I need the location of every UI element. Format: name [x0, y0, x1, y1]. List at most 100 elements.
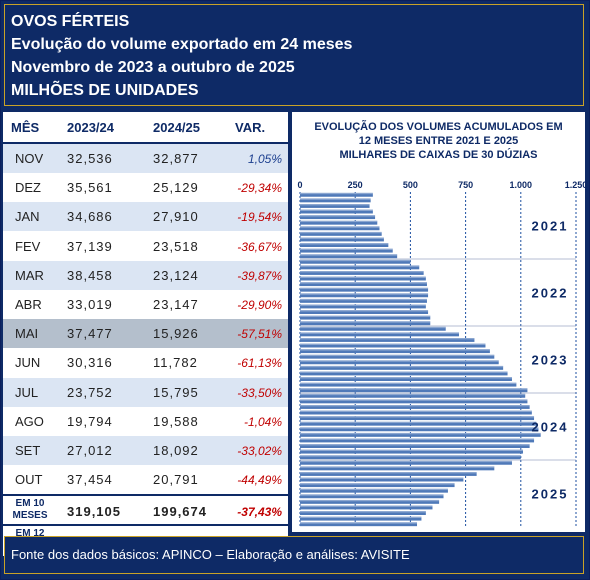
bar [300, 209, 373, 214]
bar [300, 460, 512, 465]
value-2024-25: 20,791 [153, 472, 199, 488]
bar [300, 421, 537, 426]
bar-highlight [300, 231, 382, 234]
bar-highlight [300, 494, 444, 496]
bar [300, 505, 433, 510]
value-2024-25: 23,124 [153, 267, 199, 283]
table-header: MÊS 2023/24 2024/25 VAR. [3, 112, 288, 144]
total-label: EM 10 MESES [9, 498, 51, 522]
bar-highlight [300, 421, 537, 424]
data-table: MÊS 2023/24 2024/25 VAR. NOV 32,536 32,877… [3, 112, 288, 557]
bar [300, 315, 431, 320]
bar-highlight [300, 209, 373, 211]
variation-cell: -19,54% [237, 210, 282, 225]
month-cell: JUL [15, 384, 39, 400]
bar [300, 444, 530, 448]
bar [300, 243, 389, 247]
value-2023-24: 30,316 [67, 355, 113, 371]
bar-highlight [300, 293, 429, 295]
bar-highlight [300, 226, 380, 228]
bar [300, 276, 426, 281]
bar [300, 321, 431, 326]
chart-title-line1: EVOLUÇÃO DOS VOLUMES ACUMULADOS EM [314, 121, 563, 133]
variation-cell: -61,13% [237, 356, 282, 371]
value-2024-25: 25,129 [153, 180, 199, 196]
bar [300, 477, 464, 482]
bar [300, 388, 528, 393]
bar [300, 522, 418, 527]
bar [300, 499, 440, 504]
bar-highlight [300, 472, 477, 474]
value-2024-25: 15,926 [153, 326, 199, 342]
bar-highlight [300, 360, 499, 362]
bar-highlight [300, 405, 530, 407]
bar-highlight [300, 315, 431, 318]
month-cell: ABR [15, 297, 42, 312]
year-label: 2022 [532, 286, 569, 301]
bar [300, 494, 444, 499]
bar [300, 360, 499, 365]
bar-highlight [300, 432, 541, 435]
table-row: DEZ 35,561 25,129 -29,34% [3, 173, 288, 202]
bar [300, 326, 446, 331]
total-label-line1: EM 12 [15, 528, 45, 540]
bar [300, 399, 528, 404]
variation-cell: -29,34% [237, 181, 282, 196]
bar [300, 488, 448, 493]
bar [300, 248, 393, 253]
value-2023-24: 23,752 [67, 384, 113, 400]
col-2024-25: 2024/25 [153, 120, 200, 135]
chart-title-line3: MILHARES DE CAIXAS DE 30 DÚZIAS [339, 149, 538, 161]
footer: Fonte dos dados básicos: APINCO – Elabor… [4, 536, 584, 574]
month-cell: MAI [15, 326, 39, 342]
tick-label: 1.250 [565, 180, 585, 190]
month-cell: DEZ [15, 180, 41, 196]
col-variation: VAR. [235, 120, 266, 135]
value-2023-24: 37,139 [67, 238, 113, 254]
bar [300, 332, 459, 337]
bar-highlight [300, 276, 426, 278]
col-2023-24: 2023/24 [67, 120, 114, 135]
table-row: JAN 34,686 27,910 -19,54% [3, 202, 288, 232]
year-label: 2025 [532, 487, 569, 502]
value-2023-24: 35,561 [67, 180, 113, 196]
bar-highlight [300, 349, 490, 351]
bar-highlight [300, 505, 433, 507]
bar-highlight [300, 499, 440, 502]
variation-cell: -36,67% [237, 239, 282, 254]
header-title: OVOS FÉRTEIS [11, 13, 130, 30]
table-row: MAI 37,477 15,926 -57,51% [3, 319, 288, 349]
header-subtitle: Evolução do volume exportado em 24 meses [11, 36, 353, 53]
total-2024-25: 199,674 [153, 504, 207, 520]
bar [300, 304, 426, 309]
value-2023-24: 38,458 [67, 267, 113, 283]
tick-label: 1.000 [510, 180, 533, 190]
separator [288, 112, 292, 532]
bar [300, 198, 371, 203]
bar-highlight [300, 438, 535, 440]
table-row: NOV 32,536 32,877 1,05% [3, 144, 288, 173]
bar [300, 298, 427, 303]
bar-highlight [300, 287, 429, 290]
bar-highlight [300, 192, 373, 195]
bar [300, 432, 541, 437]
bar-highlight [300, 522, 418, 524]
table-row: MAR 38,458 23,124 -39,87% [3, 260, 288, 290]
footer-source: Fonte dos dados básicos: APINCO – Elabor… [11, 547, 410, 562]
bar-highlight [300, 354, 495, 357]
bar-highlight [300, 259, 411, 262]
chart-svg: 0 250 500 750 1.000 1.250 2021 2022 2023 2024 2025 [297, 180, 585, 527]
value-2024-25: 23,147 [153, 297, 199, 312]
bar [300, 416, 535, 421]
bar [300, 511, 426, 515]
value-2023-24: 27,012 [67, 443, 113, 458]
header-period: Novembro de 2023 a outubro de 2025 [11, 59, 295, 76]
bar [300, 382, 517, 387]
bar-highlight [300, 254, 398, 256]
bar [300, 371, 508, 376]
tick-label: 500 [403, 180, 418, 190]
year-label: 2024 [532, 420, 569, 435]
month-cell: OUT [15, 472, 43, 488]
bar-highlight [300, 416, 535, 418]
bar-highlight [300, 511, 426, 513]
